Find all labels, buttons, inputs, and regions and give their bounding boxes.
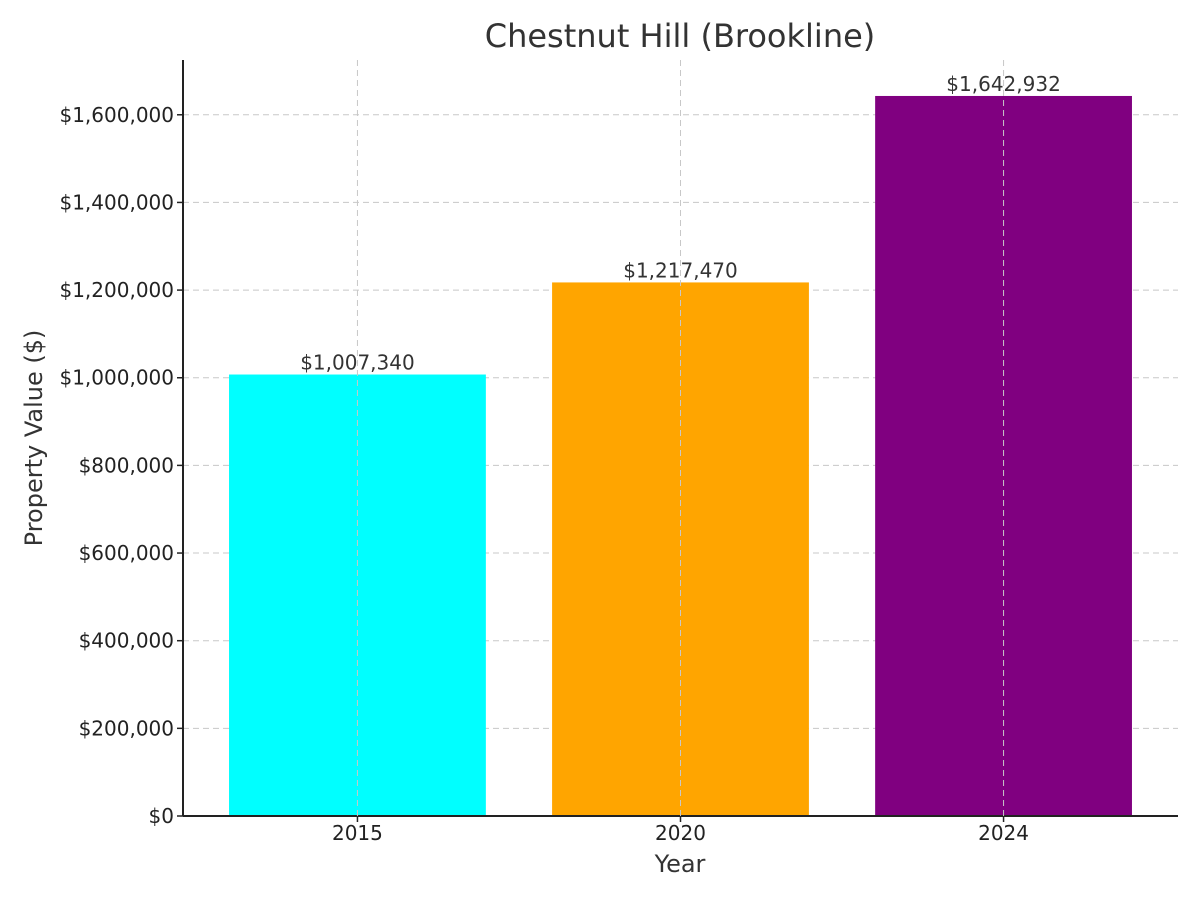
y-tick-label-4: $800,000: [79, 453, 174, 477]
data-labels: $1,007,340 $1,217,470 $1,642,932: [300, 60, 1061, 816]
chart-title: Chestnut Hill (Brookline): [485, 17, 876, 55]
y-tick-label-0: $0: [149, 804, 174, 828]
y-tick-label-7: $1,400,000: [59, 190, 174, 214]
data-label-2024: $1,642,932: [946, 72, 1061, 96]
y-tick-label-1: $200,000: [79, 716, 174, 740]
data-label-2015: $1,007,340: [300, 351, 415, 375]
y-axis-label: Property Value ($): [20, 330, 48, 547]
y-tick-label-3: $600,000: [79, 541, 174, 565]
y-tick-label-8: $1,600,000: [59, 103, 174, 127]
x-tick-label-2015: 2015: [332, 821, 383, 845]
x-ticks: 2015 2020 2024: [332, 816, 1029, 845]
y-tick-label-6: $1,200,000: [59, 278, 174, 302]
y-tick-label-2: $400,000: [79, 629, 174, 653]
y-ticks: $0 $200,000 $400,000 $600,000 $800,000 $1,000…: [59, 103, 183, 828]
y-tick-label-5: $1,000,000: [59, 366, 174, 390]
data-label-2020: $1,217,470: [623, 258, 738, 282]
x-axis-label: Year: [654, 850, 706, 878]
x-tick-label-2024: 2024: [978, 821, 1029, 845]
x-tick-label-2020: 2020: [655, 821, 706, 845]
